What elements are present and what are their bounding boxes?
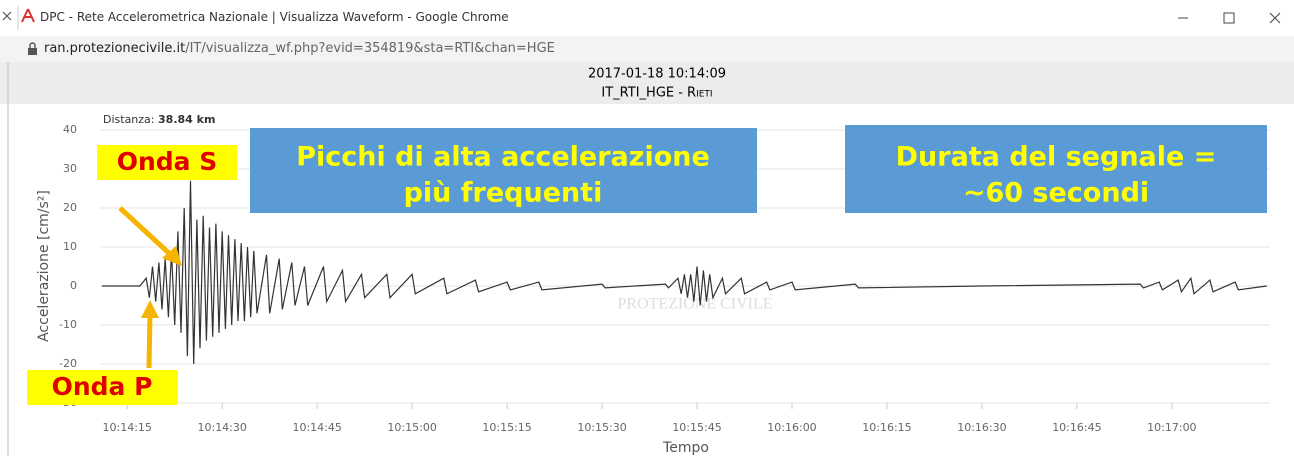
y-tick-label: 20 <box>63 201 77 214</box>
y-tick-label: 30 <box>63 162 77 175</box>
onda-s-text: Onda S <box>117 147 218 176</box>
x-tick-label: 10:15:45 <box>672 421 721 434</box>
address-bar[interactable]: ran.protezionecivile.it/IT/visualizza_wf… <box>0 36 1294 63</box>
annotations: Picchi di alta accelerazione più frequen… <box>27 125 1267 405</box>
distance-value: 38.84 km <box>158 113 215 126</box>
x-tick-label: 10:16:45 <box>1052 421 1101 434</box>
peaks-text: Picchi di alta accelerazione <box>296 142 710 173</box>
y-tick-label: 0 <box>70 279 77 292</box>
waveform <box>101 180 1267 365</box>
x-tick-label: 10:16:30 <box>957 421 1006 434</box>
window-title: DPC - Rete Accelerometrica Nazionale | V… <box>40 10 509 24</box>
chart: 2017-01-18 10:14:09 IT_RTI_HGE - Rieti D… <box>0 62 1294 456</box>
x-tick-label: 10:15:00 <box>387 421 436 434</box>
url-host: ran.protezionecivile.it <box>44 41 186 56</box>
site-icon <box>21 8 35 23</box>
distance-label: Distanza: <box>103 113 155 126</box>
x-tick-label: 10:14:30 <box>197 421 246 434</box>
y-tick-label: -20 <box>59 357 77 370</box>
peaks-box <box>250 128 757 213</box>
title-bar: DPC - Rete Accelerometrica Nazionale | V… <box>0 0 1294 36</box>
arrow-p <box>146 313 153 369</box>
url-path: /IT/visualizza_wf.php?evid=354819&sta=RT… <box>185 41 555 56</box>
duration-box <box>845 125 1267 213</box>
x-tick-label: 10:15:15 <box>482 421 531 434</box>
onda-s-box <box>97 145 237 180</box>
url: ran.protezionecivile.it/IT/visualizza_wf… <box>44 41 555 56</box>
x-tick-label: 10:16:00 <box>767 421 816 434</box>
y-tick-label: -10 <box>59 318 77 331</box>
onda-p-text: Onda P <box>52 372 153 401</box>
y-axis-label: Accelerazione [cm/s²] <box>36 190 52 342</box>
x-tick-label: 10:14:15 <box>103 421 152 434</box>
distance: Distanza: 38.84 km <box>103 113 215 126</box>
y-tick-label: 40 <box>63 123 77 136</box>
arrow-s <box>118 206 174 258</box>
close[interactable] <box>1269 12 1281 24</box>
window-icons <box>2 6 35 30</box>
close-back <box>2 11 12 21</box>
lock-icon <box>28 42 37 55</box>
onda-p-box <box>27 370 178 405</box>
maximize[interactable] <box>1223 12 1235 24</box>
duration-text: Durata del segnale = <box>896 142 1217 173</box>
arrow-p-head <box>141 300 159 318</box>
arrow-s-head <box>162 246 182 266</box>
x-tick-label: 10:16:15 <box>862 421 911 434</box>
header-bg <box>0 62 1294 104</box>
peaks-text: più frequenti <box>404 178 603 209</box>
window-controls <box>1178 12 1281 24</box>
chart-subtitle: IT_RTI_HGE - Rieti <box>601 86 712 101</box>
x-tick-label: 10:14:45 <box>292 421 341 434</box>
duration-text: ∼60 secondi <box>963 178 1149 209</box>
chart-title: 2017-01-18 10:14:09 <box>588 67 726 82</box>
x-tick-label: 10:17:00 <box>1147 421 1196 434</box>
x-tick-label: 10:15:30 <box>577 421 626 434</box>
x-axis-label: Tempo <box>662 440 709 456</box>
watermark: PROTEZIONE CIVILE <box>617 296 772 313</box>
y-tick-label: 10 <box>63 240 77 253</box>
